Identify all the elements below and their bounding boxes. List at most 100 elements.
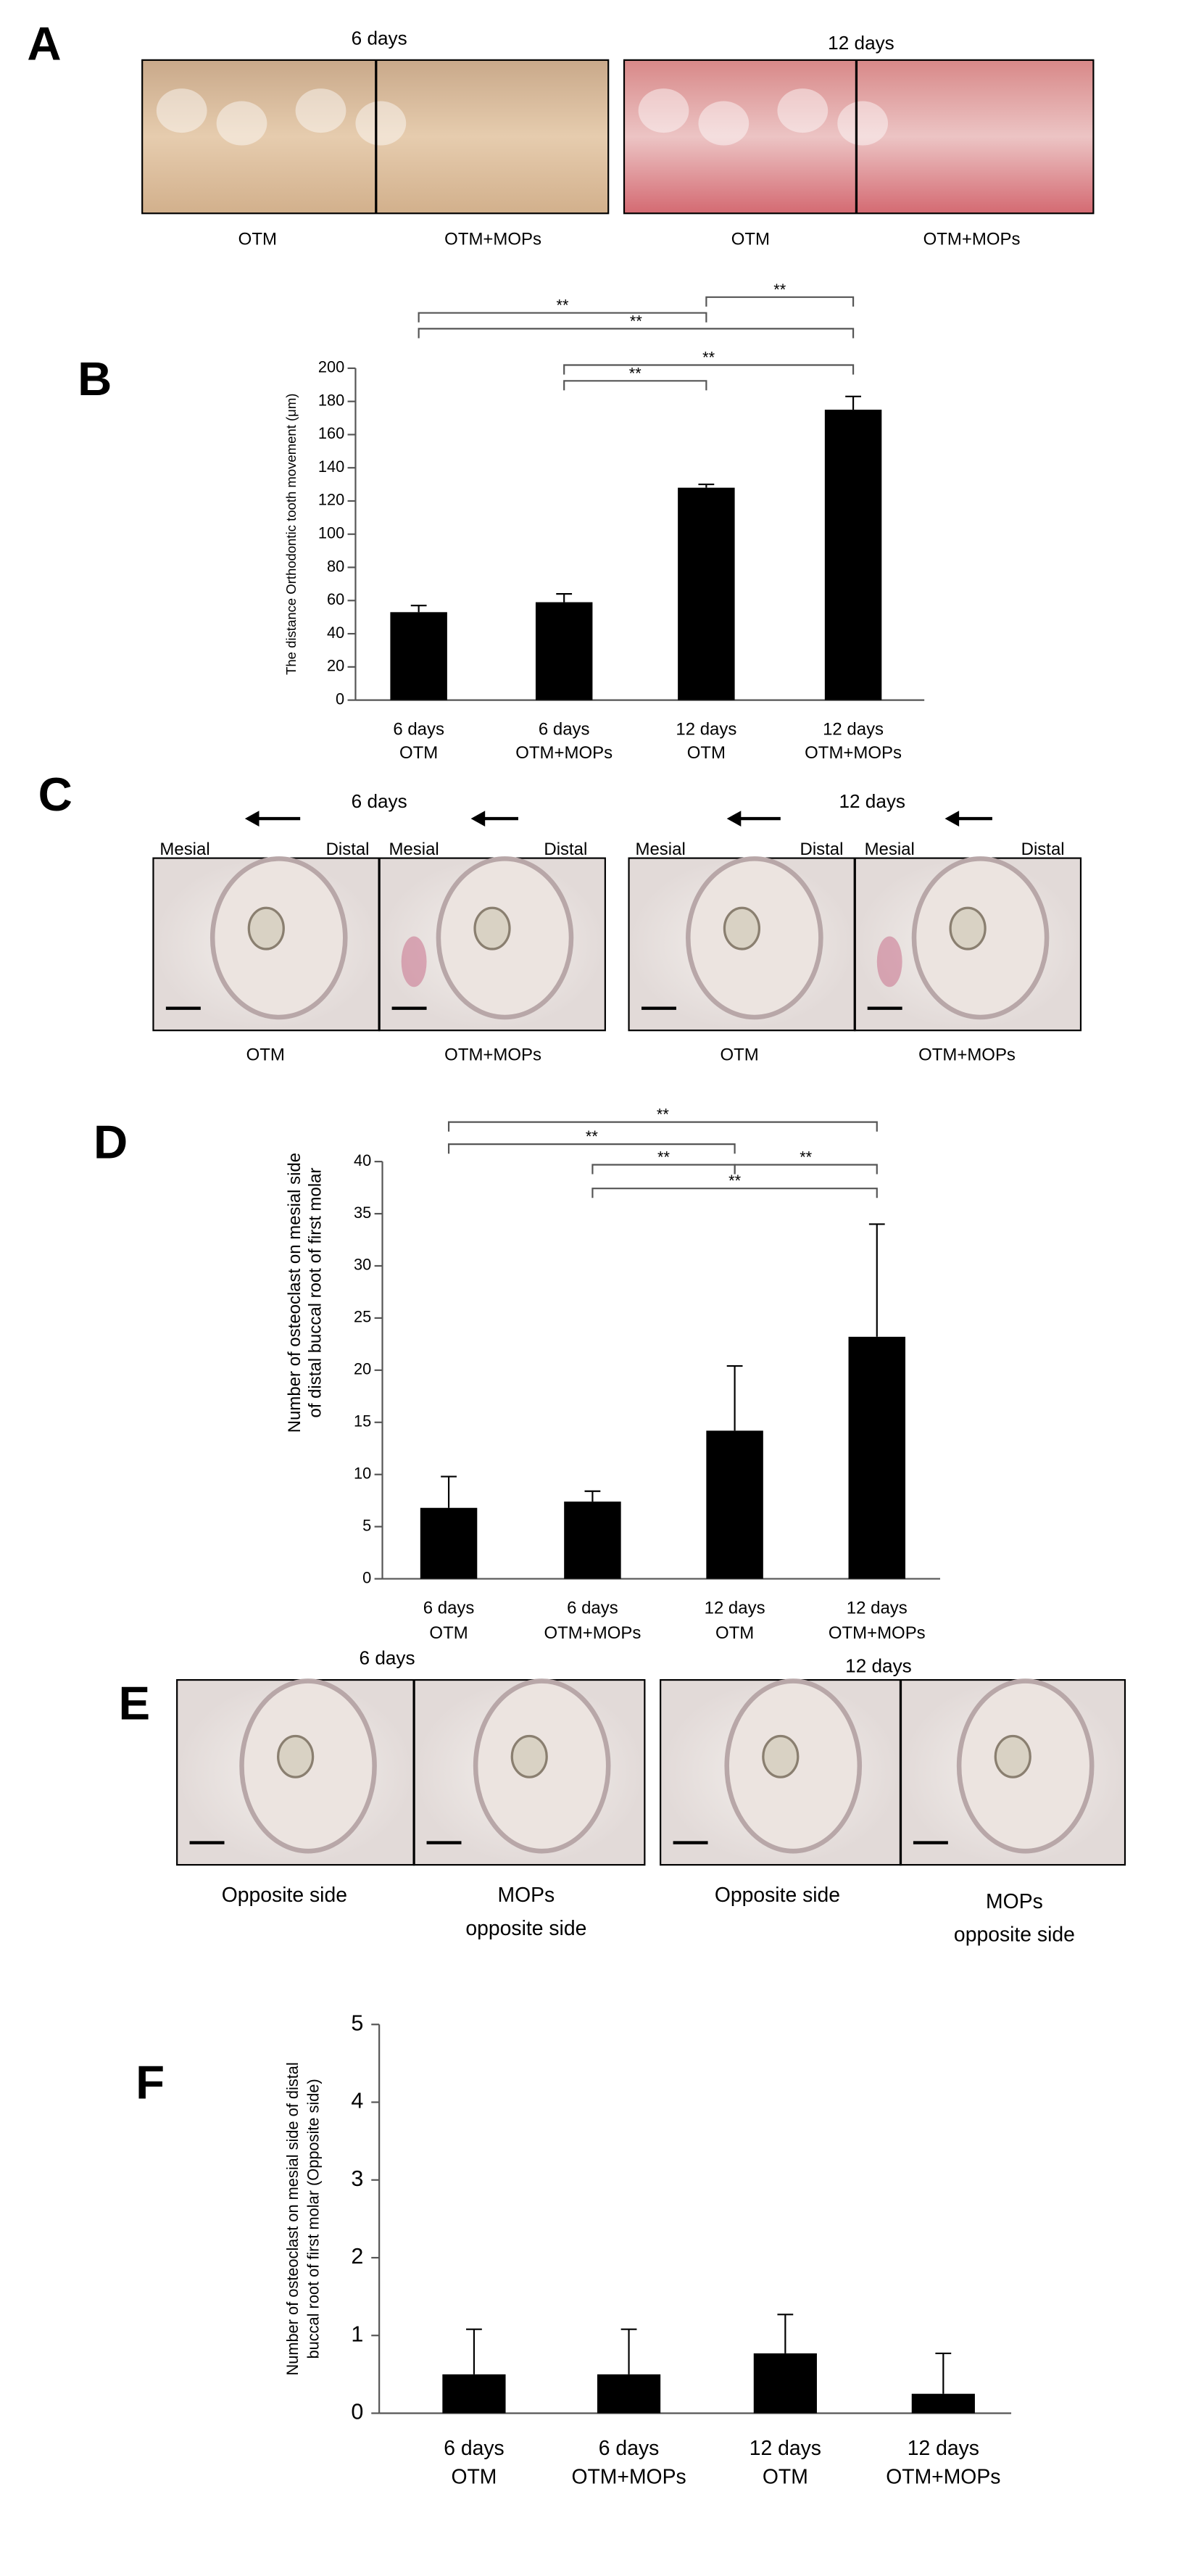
bar [848, 1336, 906, 1579]
x-tick-label: OTM+MOPs [829, 1623, 926, 1643]
bar [390, 612, 447, 700]
x-tick-label: 6 days [599, 2437, 659, 2460]
x-tick-label: OTM+MOPs [886, 2465, 1000, 2488]
y-tick-label: 20 [327, 657, 344, 675]
side-label: Distal [326, 840, 370, 859]
photo-caption: Opposite side [715, 1884, 840, 1907]
pulp [994, 1734, 1031, 1778]
photo-caption: MOPs [986, 1890, 1043, 1913]
y-tick-label: 180 [318, 391, 344, 409]
panel-letter: E [118, 1676, 150, 1729]
significance-bracket [705, 296, 855, 307]
pulp [510, 1734, 548, 1778]
significance-bracket [418, 312, 707, 323]
panel-letter: F [136, 2056, 165, 2109]
stain [876, 936, 902, 987]
photo-caption: opposite side [954, 1923, 1075, 1947]
significance-label: ** [586, 1127, 598, 1146]
bar [824, 410, 882, 700]
x-tick-label: OTM+MOPs [515, 743, 613, 763]
tooth [638, 88, 689, 133]
bar [753, 2353, 817, 2414]
side-label: Distal [1021, 840, 1065, 859]
x-tick-label: OTM [429, 1623, 468, 1643]
y-tick-label: 140 [318, 457, 344, 476]
x-tick-label: 12 days [823, 719, 884, 739]
panel-letter: B [78, 352, 112, 405]
significance-label: ** [630, 312, 642, 330]
side-label: Distal [544, 840, 587, 859]
tooth [216, 101, 267, 146]
x-tick-label: OTM [399, 743, 438, 763]
pulp [762, 1734, 800, 1778]
y-tick-label: 160 [318, 424, 344, 442]
group-title: 6 days [352, 790, 407, 812]
x-tick-label: 12 days [908, 2437, 979, 2460]
tooth [295, 88, 346, 133]
x-tick-label: OTM+MOPs [544, 1623, 641, 1643]
significance-label: ** [728, 1172, 741, 1190]
y-tick-label: 20 [354, 1360, 371, 1378]
x-tick-label: 6 days [423, 1598, 475, 1618]
side-label: Mesial [865, 840, 915, 859]
y-tick-label: 0 [336, 689, 344, 708]
bar [706, 1430, 763, 1579]
photo-caption: OTM [731, 230, 770, 249]
panel-letter: C [38, 768, 72, 821]
y-tick-label: 4 [351, 2089, 363, 2113]
x-tick-label: 6 days [393, 719, 444, 739]
photo [623, 59, 1095, 215]
x-tick-label: 6 days [444, 2437, 504, 2460]
photo-caption: OTM [238, 230, 277, 249]
x-tick-label: OTM [763, 2465, 808, 2488]
x-tick-label: OTM+MOPs [571, 2465, 686, 2488]
photo-caption: OTM+MOPs [444, 230, 541, 249]
y-tick-label: 100 [318, 524, 344, 542]
significance-label: ** [557, 297, 569, 315]
pulp [473, 906, 511, 951]
significance-label: ** [773, 281, 786, 299]
x-tick-label: 6 days [567, 1598, 618, 1618]
group-title: 12 days [828, 32, 894, 54]
tooth [777, 88, 829, 133]
side-label: Mesial [159, 840, 209, 859]
photo-caption: OTM+MOPs [444, 1045, 541, 1064]
y-tick-label: 2 [351, 2244, 363, 2269]
bar [420, 1507, 478, 1579]
photo-caption: Opposite side [222, 1884, 347, 1907]
y-axis-label: The distance Orthodontic tooth movement … [283, 394, 299, 675]
y-tick-label: 5 [351, 2010, 363, 2035]
y-tick-label: 1 [351, 2322, 363, 2346]
tooth [698, 101, 750, 146]
significance-label: ** [629, 364, 642, 382]
significance-bracket [591, 1188, 878, 1198]
significance-bracket [447, 1143, 736, 1154]
bar [678, 487, 735, 700]
x-tick-label: 12 days [705, 1598, 765, 1618]
panel-letter: D [94, 1116, 128, 1169]
tooth [156, 88, 207, 133]
y-tick-label: 25 [354, 1308, 371, 1326]
y-tick-label: 0 [362, 1568, 371, 1586]
side-label: Mesial [636, 840, 686, 859]
y-tick-label: 40 [327, 624, 344, 642]
y-axis-label: of distal buccal root of first molar [305, 1168, 325, 1418]
photo-caption: OTM [721, 1045, 759, 1064]
bar [911, 2393, 975, 2414]
x-tick-label: OTM+MOPs [805, 743, 902, 763]
side-label: Distal [800, 840, 844, 859]
y-tick-label: 3 [351, 2166, 363, 2191]
bar [597, 2374, 661, 2414]
pulp [723, 906, 761, 951]
x-tick-label: OTM [715, 1623, 754, 1643]
photo-caption: OTM+MOPs [923, 230, 1021, 249]
tooth [837, 101, 889, 146]
y-tick-label: 10 [354, 1464, 371, 1482]
significance-label: ** [702, 349, 715, 367]
y-axis-label: Number of osteoclast on mesial side of d… [283, 2062, 302, 2375]
significance-label: ** [657, 1106, 669, 1124]
group-title: 6 days [360, 1647, 415, 1669]
y-tick-label: 40 [354, 1151, 371, 1169]
tooth [355, 101, 407, 146]
y-tick-label: 30 [354, 1256, 371, 1274]
